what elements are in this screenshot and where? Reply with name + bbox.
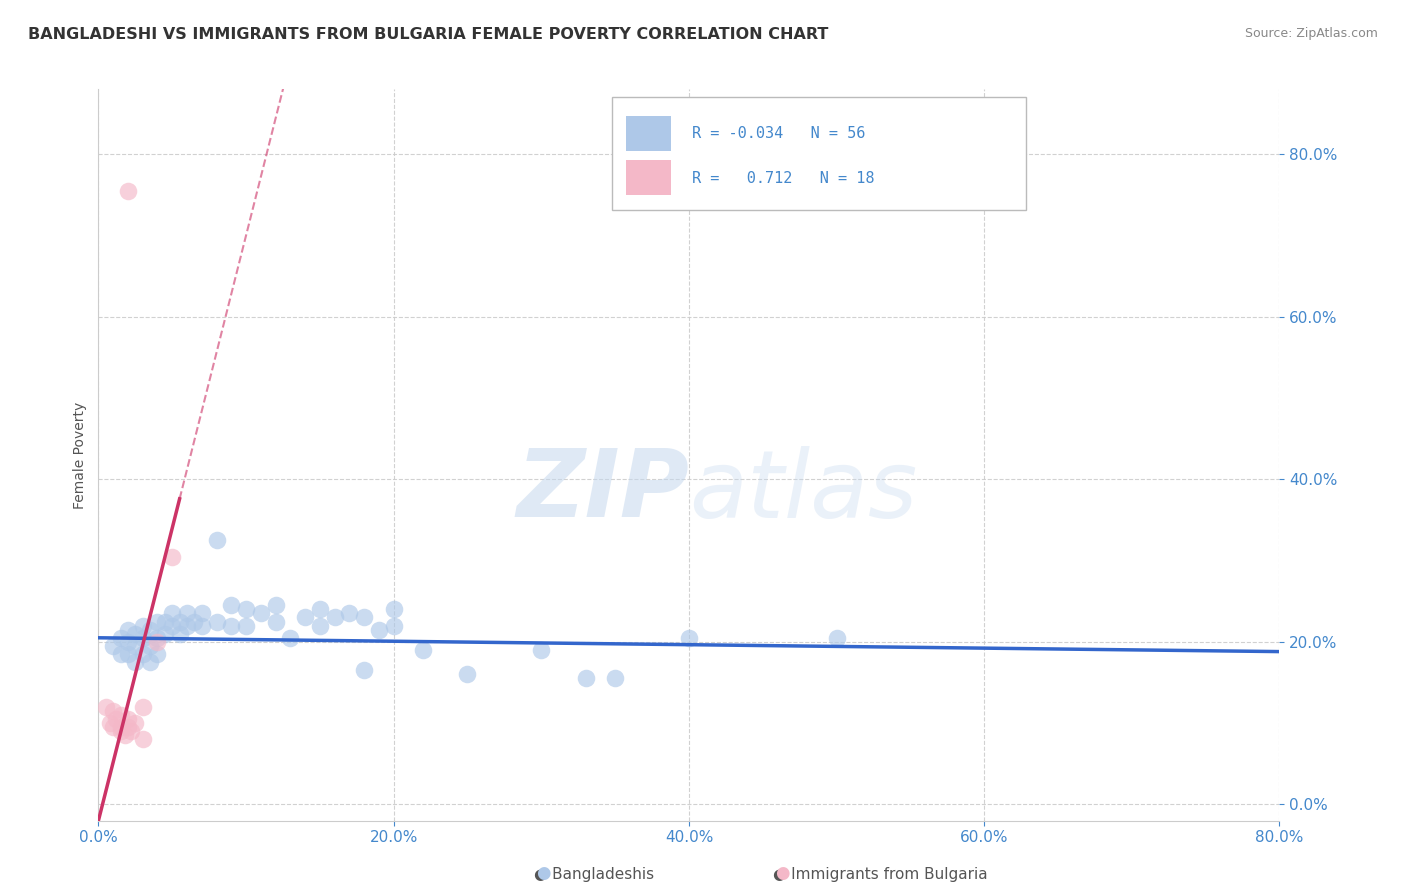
Point [574,672,596,686]
Point [353,663,375,677]
Point [124,639,146,653]
Point [382,618,405,632]
Point [169,615,191,629]
Point [105,712,128,726]
Point [103,704,125,718]
Text: ● Bangladeshis: ● Bangladeshis [534,867,654,881]
Point [110,708,132,723]
Point [169,626,191,640]
Text: ●: ● [536,864,550,882]
Point [117,635,139,649]
Point [235,602,257,616]
Point [153,626,176,640]
FancyBboxPatch shape [612,96,1025,210]
Y-axis label: Female Poverty: Female Poverty [73,401,87,508]
Point [825,631,848,645]
Point [146,631,169,645]
Point [250,607,273,621]
Point [132,618,155,632]
Point [162,618,183,632]
Point [219,618,242,632]
Bar [626,161,671,195]
Point [103,639,125,653]
Point [264,615,287,629]
Point [124,626,146,640]
Point [139,655,162,669]
Point [162,607,183,621]
Point [117,712,139,726]
Point [278,631,302,645]
Point [117,647,139,661]
Point [678,631,700,645]
Text: BANGLADESHI VS IMMIGRANTS FROM BULGARIA FEMALE POVERTY CORRELATION CHART: BANGLADESHI VS IMMIGRANTS FROM BULGARIA … [28,27,828,42]
Text: ZIP: ZIP [516,445,689,538]
Point [323,610,346,624]
Point [382,602,405,616]
Point [605,672,627,686]
Point [117,184,139,198]
Point [139,639,162,653]
Text: Source: ZipAtlas.com: Source: ZipAtlas.com [1244,27,1378,40]
Text: R = -0.034   N = 56: R = -0.034 N = 56 [693,126,866,141]
Point [120,724,142,739]
Point [132,699,155,714]
Point [337,607,360,621]
Point [117,720,139,734]
Point [309,618,332,632]
Point [162,549,183,564]
Point [94,699,117,714]
Point [176,618,198,632]
Point [353,610,375,624]
Point [530,643,553,657]
Point [124,655,146,669]
Point [110,631,132,645]
Point [146,635,169,649]
Point [294,610,316,624]
Point [146,615,169,629]
Point [412,643,434,657]
Point [110,724,132,739]
Bar [626,116,671,152]
Point [191,618,214,632]
Point [114,728,136,742]
Point [309,602,332,616]
Point [146,647,169,661]
Point [205,615,228,629]
Point [117,623,139,637]
Point [205,533,228,548]
Point [153,615,176,629]
Point [264,599,287,613]
Point [124,716,146,731]
Point [183,615,205,629]
Point [110,647,132,661]
Point [132,631,155,645]
Point [219,599,242,613]
Point [191,607,214,621]
Point [139,623,162,637]
Point [132,647,155,661]
Point [456,667,478,681]
Point [103,720,125,734]
Text: R =   0.712   N = 18: R = 0.712 N = 18 [693,171,875,186]
Text: atlas: atlas [689,446,917,537]
Point [368,623,391,637]
Point [235,618,257,632]
Point [98,716,121,731]
Point [176,607,198,621]
Text: ●: ● [775,864,789,882]
Text: ● Immigrants from Bulgaria: ● Immigrants from Bulgaria [773,867,988,881]
Point [132,732,155,747]
Point [110,720,132,734]
